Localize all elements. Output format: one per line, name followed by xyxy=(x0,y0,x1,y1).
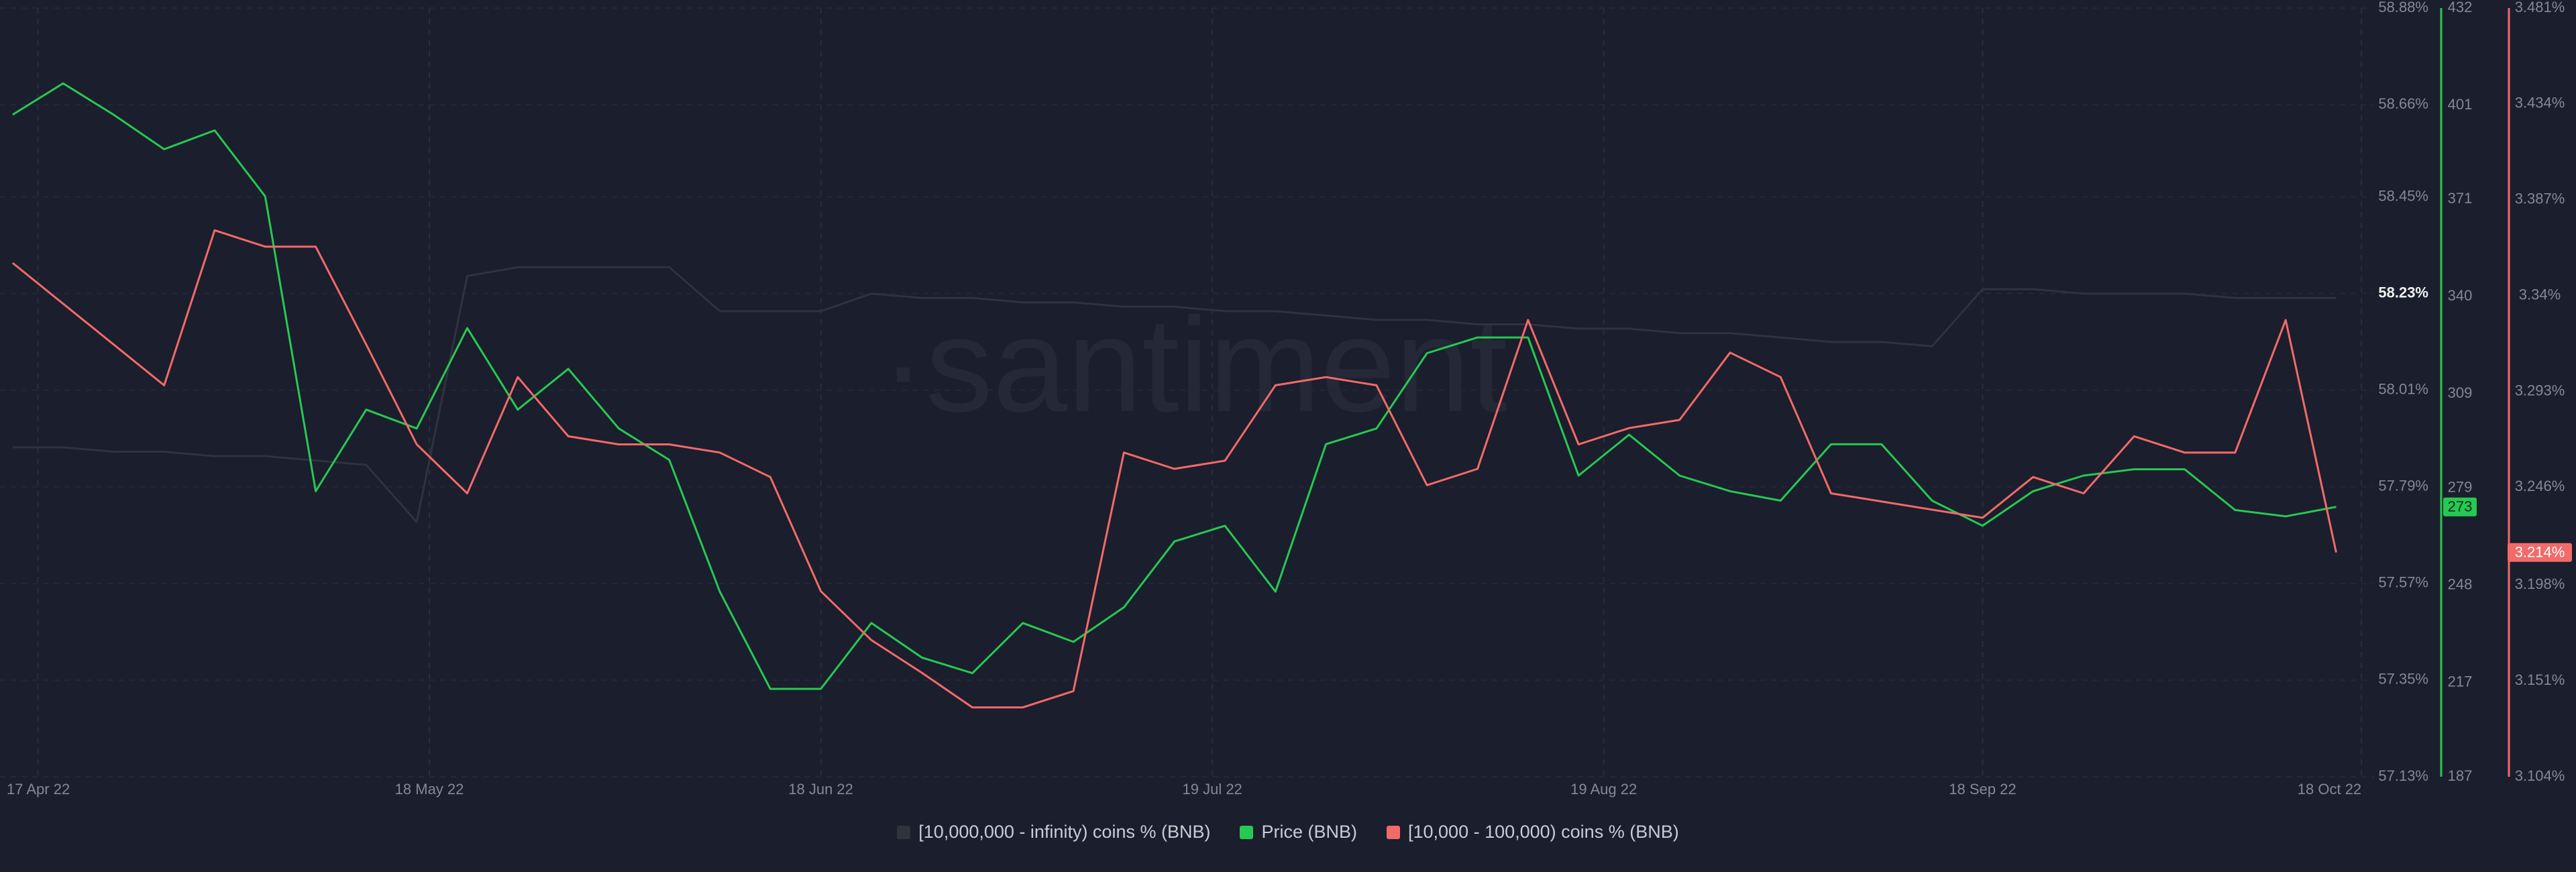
y3-tick-label: 3.434% xyxy=(2515,95,2565,111)
x-tick-label: 19 Aug 22 xyxy=(1570,781,1637,798)
y-tick-label: 58.66% xyxy=(2378,95,2428,112)
legend-item[interactable]: Price (BNB) xyxy=(1240,822,1357,842)
legend-swatch xyxy=(1387,825,1400,839)
legend-label: Price (BNB) xyxy=(1261,822,1357,842)
x-tick-label: 18 May 22 xyxy=(395,781,464,798)
chart: ·santiment 17 Apr 22 18 May 22 18 Jun 22 19… xyxy=(7,0,2572,798)
y2-tick-label: 279 xyxy=(2448,478,2473,495)
y3-tick-label: 3.198% xyxy=(2515,576,2565,592)
y3-tick-label: 3.246% xyxy=(2515,478,2565,494)
series-line xyxy=(11,229,2337,709)
legend-item[interactable]: [10,000 - 100,000) coins % (BNB) xyxy=(1387,822,1679,842)
x-tick-label: 18 Oct 22 xyxy=(2298,781,2361,798)
legend-swatch xyxy=(1240,825,1254,839)
watermark: ·santiment xyxy=(881,290,1507,440)
x-tick-label: 18 Jun 22 xyxy=(788,781,853,798)
current-value-label: 273 xyxy=(2448,498,2473,515)
y3-tick-label: 3.293% xyxy=(2515,382,2565,398)
legend-swatch xyxy=(897,825,911,839)
y-tick-label: 57.57% xyxy=(2378,574,2428,591)
legend-item[interactable]: [10,000,000 - infinity) coins % (BNB) xyxy=(897,822,1210,842)
y3-tick-label: 3.481% xyxy=(2515,0,2565,15)
y2-tick-label: 401 xyxy=(2448,96,2473,113)
y2-tick-label: 340 xyxy=(2448,287,2473,304)
y2-tick-label: 309 xyxy=(2448,384,2473,401)
y-tick-label: 58.88% xyxy=(2378,0,2428,15)
y3-tick-label: 3.34% xyxy=(2519,286,2561,303)
y3-tick-label: 3.104% xyxy=(2515,767,2565,784)
x-tick-label: 19 Jul 22 xyxy=(1183,781,1242,798)
series-line xyxy=(12,266,2337,523)
current-value-label: 3.214% xyxy=(2515,543,2565,560)
series-line xyxy=(12,82,2337,690)
current-value-badge xyxy=(2443,497,2477,516)
y-tick-label: 57.35% xyxy=(2378,671,2428,688)
current-value-badge xyxy=(2508,543,2572,562)
y3-tick-label: 3.387% xyxy=(2515,190,2565,207)
x-tick-label: 18 Sep 22 xyxy=(1949,781,2016,798)
y-tick-label: 58.23% xyxy=(2378,284,2428,301)
legend: [10,000,000 - infinity) coins % (BNB) Pri… xyxy=(0,822,2576,842)
legend-label: [10,000 - 100,000) coins % (BNB) xyxy=(1408,822,1679,842)
y-tick-label: 57.13% xyxy=(2378,767,2428,784)
y-tick-label: 57.79% xyxy=(2378,478,2428,494)
y2-tick-label: 248 xyxy=(2448,576,2473,592)
y2-tick-label: 217 xyxy=(2448,673,2473,690)
y2-tick-label: 371 xyxy=(2448,190,2473,207)
y-tick-label: 58.01% xyxy=(2378,381,2428,398)
y2-tick-label: 432 xyxy=(2448,0,2473,15)
x-tick-label: 17 Apr 22 xyxy=(7,781,70,798)
y2-tick-label: 187 xyxy=(2448,767,2473,784)
legend-label: [10,000,000 - infinity) coins % (BNB) xyxy=(918,822,1211,842)
y-tick-label: 58.45% xyxy=(2378,187,2428,204)
y3-tick-label: 3.151% xyxy=(2515,671,2565,688)
